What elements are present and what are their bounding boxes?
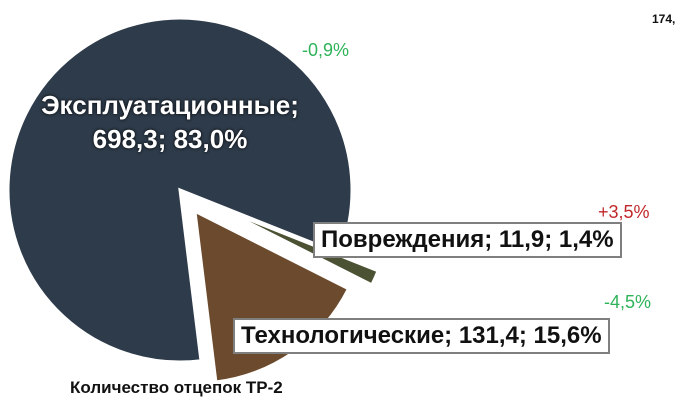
cropped-label: 174, — [652, 12, 676, 26]
change-annotation: +3,5% — [598, 202, 650, 222]
change-annotation: -0,9% — [302, 40, 350, 60]
slice-label: Эксплуатационные; 698,3; 83,0% — [41, 90, 299, 154]
change-annotation: -4,5% — [604, 292, 652, 312]
pie-slice — [217, 205, 381, 287]
chart-title: Количество отцепок ТР-2 — [70, 378, 283, 397]
slice-label: Технологические; 131,4; 15,6% — [233, 318, 610, 354]
pie-slice — [6, 16, 354, 364]
slice-label: Повреждения; 11,9; 1,4% — [313, 222, 622, 258]
